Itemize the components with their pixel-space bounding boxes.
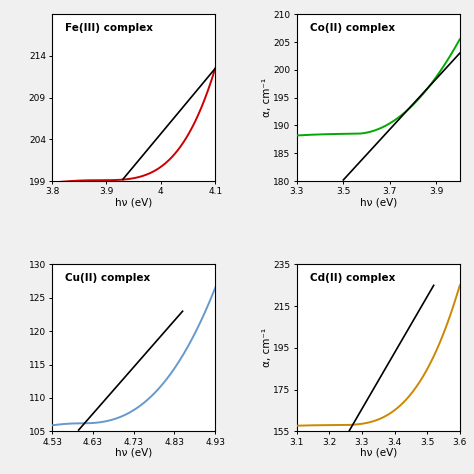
Text: Cu(II) complex: Cu(II) complex xyxy=(65,273,150,283)
X-axis label: hν (eV): hν (eV) xyxy=(115,448,152,458)
Y-axis label: α, cm⁻¹: α, cm⁻¹ xyxy=(262,78,272,117)
Text: Fe(III) complex: Fe(III) complex xyxy=(65,23,153,33)
X-axis label: hν (eV): hν (eV) xyxy=(360,198,397,208)
X-axis label: hν (eV): hν (eV) xyxy=(115,198,152,208)
Y-axis label: α, cm⁻¹: α, cm⁻¹ xyxy=(262,328,272,367)
X-axis label: hν (eV): hν (eV) xyxy=(360,448,397,458)
Text: Co(II) complex: Co(II) complex xyxy=(310,23,395,33)
Text: Cd(II) complex: Cd(II) complex xyxy=(310,273,395,283)
